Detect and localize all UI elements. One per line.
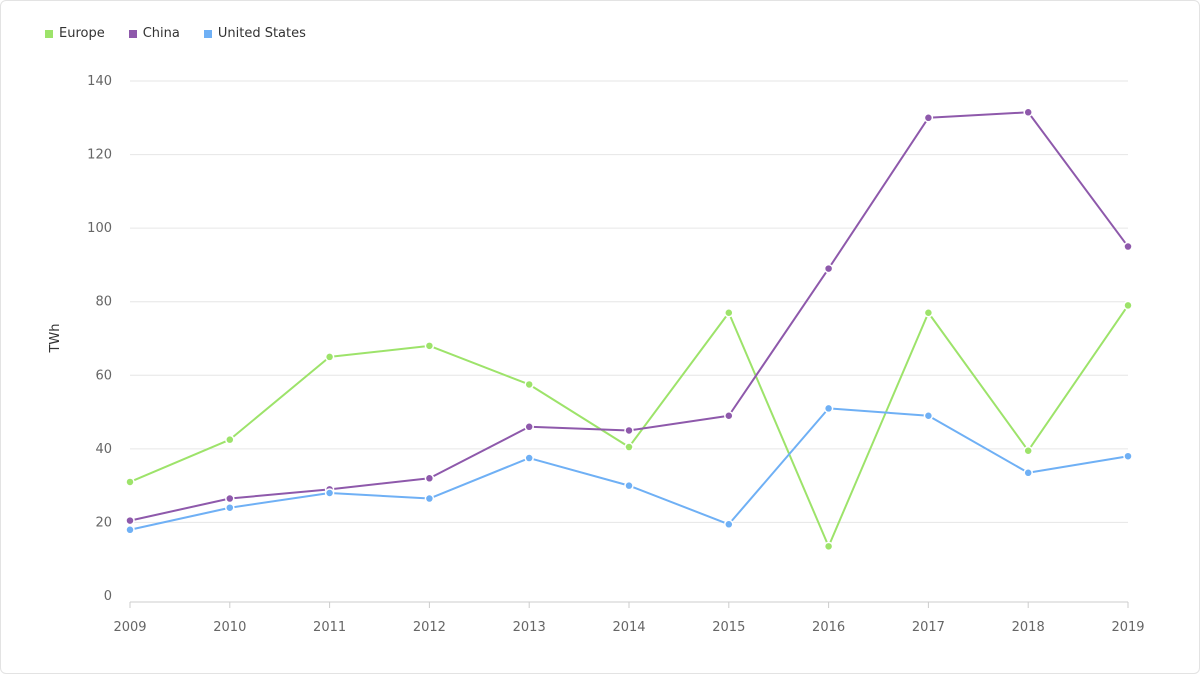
legend-swatch-europe: [45, 29, 53, 38]
legend-swatch-united-states: [203, 29, 212, 38]
legend-label-china: China: [142, 26, 180, 41]
gridlines: [130, 80, 1128, 523]
y-tick-label: 100: [87, 221, 112, 236]
data-point-europe[interactable]: [624, 442, 634, 452]
x-tick-label: 2009: [113, 620, 146, 635]
y-tick-label: 0: [104, 589, 112, 604]
x-tick-label: 2013: [513, 620, 546, 635]
x-tick-label: 2018: [1012, 620, 1045, 635]
x-tick-label: 2011: [313, 620, 346, 635]
data-point-china[interactable]: [225, 493, 235, 504]
series-line-china: [129, 111, 1129, 522]
data-point-united-states[interactable]: [1123, 451, 1133, 461]
data-point-europe[interactable]: [125, 477, 135, 487]
data-point-united-states[interactable]: [923, 411, 934, 421]
x-axis: 2009 2010 2011 2012 2013 2014 2015 2016 2017 2018…: [113, 601, 1145, 635]
legend-item-united-states[interactable]: United States: [203, 26, 306, 41]
y-tick-label: 60: [95, 368, 112, 383]
data-point-united-states[interactable]: [225, 502, 235, 513]
data-point-china[interactable]: [424, 473, 435, 484]
data-point-china[interactable]: [524, 422, 534, 432]
data-point-europe[interactable]: [225, 434, 235, 445]
y-axis-title: TWh: [48, 323, 63, 353]
y-tick-label: 20: [95, 515, 112, 530]
y-tick-label: 40: [95, 442, 112, 457]
data-point-united-states[interactable]: [424, 493, 435, 504]
data-point-europe[interactable]: [1123, 300, 1133, 311]
x-tick-label: 2010: [213, 620, 246, 635]
data-point-china[interactable]: [125, 515, 135, 526]
data-point-europe[interactable]: [324, 352, 335, 362]
data-point-europe[interactable]: [923, 308, 934, 318]
legend-label-europe: Europe: [59, 26, 105, 41]
legend-item-europe[interactable]: Europe: [45, 26, 105, 41]
legend: Europe China United States: [45, 26, 306, 41]
data-point-europe[interactable]: [424, 341, 435, 351]
data-point-china[interactable]: [923, 113, 934, 123]
data-point-united-states[interactable]: [823, 403, 834, 414]
data-point-europe[interactable]: [823, 541, 834, 552]
data-point-europe[interactable]: [724, 308, 734, 318]
data-point-china[interactable]: [724, 411, 734, 421]
legend-item-china[interactable]: China: [128, 26, 180, 41]
data-point-europe[interactable]: [524, 379, 534, 390]
legend-swatch-china: [128, 29, 137, 38]
data-point-united-states[interactable]: [524, 453, 534, 463]
x-tick-label: 2017: [912, 620, 945, 635]
data-point-china[interactable]: [1123, 241, 1133, 252]
data-point-united-states[interactable]: [1023, 468, 1033, 478]
series-group: [125, 107, 1133, 552]
legend-label-united-states: United States: [217, 26, 306, 41]
data-point-china[interactable]: [624, 425, 634, 436]
data-point-united-states[interactable]: [324, 488, 335, 498]
data-point-united-states[interactable]: [724, 519, 734, 530]
y-tick-label: 80: [95, 295, 112, 310]
x-tick-label: 2016: [812, 620, 845, 635]
data-point-china[interactable]: [823, 263, 834, 274]
x-tick-label: 2012: [413, 620, 446, 635]
x-tick-label: 2015: [712, 620, 745, 635]
data-point-united-states[interactable]: [624, 480, 634, 491]
y-axis-ticks: 0 20 40 60 80 100 120 140: [87, 74, 112, 604]
x-tick-label: 2019: [1111, 620, 1144, 635]
data-point-united-states[interactable]: [125, 525, 135, 535]
data-point-europe[interactable]: [1023, 445, 1033, 456]
y-tick-label: 120: [87, 148, 112, 163]
data-point-china[interactable]: [1023, 107, 1033, 118]
x-tick-label: 2014: [612, 620, 645, 635]
y-tick-label: 140: [87, 74, 112, 89]
